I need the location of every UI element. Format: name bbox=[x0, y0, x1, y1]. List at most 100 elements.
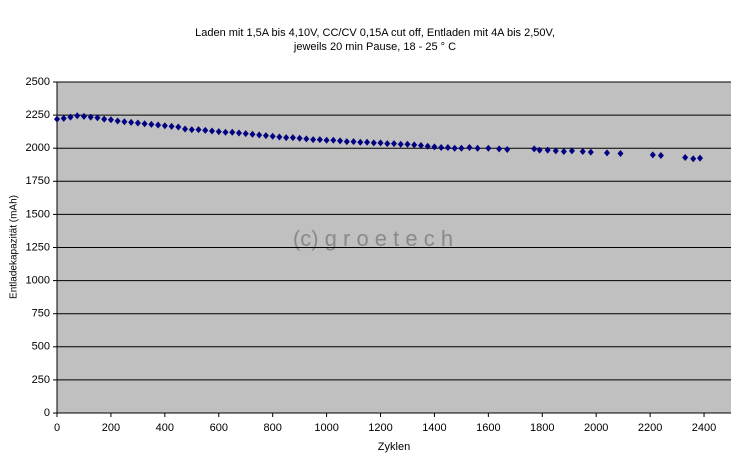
x-tick-label: 2400 bbox=[692, 422, 716, 434]
y-tick-label: 2500 bbox=[26, 76, 50, 88]
data-point bbox=[310, 136, 317, 144]
data-point bbox=[289, 134, 296, 142]
data-point bbox=[438, 144, 445, 152]
data-point bbox=[384, 140, 391, 148]
x-tick-label: 800 bbox=[264, 422, 282, 434]
data-point bbox=[276, 133, 283, 141]
data-point bbox=[215, 128, 222, 136]
data-point bbox=[485, 144, 492, 152]
data-point bbox=[544, 146, 551, 154]
y-tick-label: 1250 bbox=[26, 241, 50, 253]
data-point bbox=[60, 114, 67, 122]
watermark: (c) g r o e t e c h bbox=[293, 226, 453, 251]
data-point bbox=[107, 116, 114, 124]
data-point bbox=[209, 127, 216, 135]
x-tick-label: 1800 bbox=[530, 422, 554, 434]
data-point bbox=[617, 149, 624, 157]
data-point bbox=[229, 128, 236, 136]
x-tick-label: 2200 bbox=[638, 422, 662, 434]
x-tick-label: 200 bbox=[102, 422, 120, 434]
data-point bbox=[134, 119, 141, 127]
data-point bbox=[168, 122, 175, 130]
data-point bbox=[603, 149, 610, 157]
data-point bbox=[330, 136, 337, 144]
data-point bbox=[296, 134, 303, 142]
data-point bbox=[649, 151, 656, 159]
x-tick-label: 1000 bbox=[314, 422, 338, 434]
data-point bbox=[568, 147, 575, 155]
data-point bbox=[536, 146, 543, 154]
data-point bbox=[690, 155, 697, 163]
data-point bbox=[128, 118, 135, 126]
data-point bbox=[283, 134, 290, 142]
data-point bbox=[121, 118, 128, 126]
data-point bbox=[235, 129, 242, 137]
data-point bbox=[222, 128, 229, 136]
data-point bbox=[496, 145, 503, 153]
data-point bbox=[682, 153, 689, 161]
data-point bbox=[587, 148, 594, 156]
data-point bbox=[458, 144, 465, 152]
x-tick-label: 0 bbox=[54, 422, 60, 434]
data-point bbox=[350, 138, 357, 146]
x-tick-label: 600 bbox=[210, 422, 228, 434]
data-point bbox=[195, 126, 202, 134]
y-tick-label: 1500 bbox=[26, 208, 50, 220]
data-point bbox=[560, 148, 567, 156]
y-tick-label: 750 bbox=[32, 308, 50, 320]
x-tick-label: 1200 bbox=[368, 422, 392, 434]
data-point bbox=[67, 113, 74, 121]
data-point bbox=[256, 131, 263, 139]
data-point bbox=[182, 125, 189, 133]
data-point bbox=[188, 126, 195, 134]
data-point bbox=[552, 147, 559, 155]
data-point bbox=[504, 146, 511, 154]
y-tick-label: 0 bbox=[44, 407, 50, 419]
data-point bbox=[337, 137, 344, 145]
data-point bbox=[377, 139, 384, 147]
data-point bbox=[303, 135, 310, 143]
data-point bbox=[357, 138, 364, 146]
data-point bbox=[411, 141, 418, 149]
y-axis-label: Entladekapazität (mAh) bbox=[9, 195, 20, 299]
data-point bbox=[155, 121, 162, 129]
y-tick-label: 1000 bbox=[26, 275, 50, 287]
data-point bbox=[391, 140, 397, 148]
data-point bbox=[424, 142, 431, 150]
data-point bbox=[54, 115, 60, 123]
data-point bbox=[249, 130, 256, 138]
data-point bbox=[370, 139, 377, 147]
y-tick-label: 500 bbox=[32, 341, 50, 353]
data-point bbox=[404, 140, 411, 148]
data-point bbox=[343, 138, 350, 146]
data-point bbox=[531, 145, 538, 153]
data-point bbox=[161, 122, 168, 130]
data-point bbox=[451, 144, 458, 152]
data-point bbox=[417, 142, 424, 150]
chart-title: Laden mit 1,5A bis 4,10V, CC/CV 0,15A cu… bbox=[195, 27, 555, 39]
y-tick-label: 2000 bbox=[26, 142, 50, 154]
data-point bbox=[431, 143, 438, 151]
data-point bbox=[101, 115, 108, 123]
data-point bbox=[474, 144, 481, 152]
data-point bbox=[316, 136, 323, 144]
x-tick-label: 1600 bbox=[476, 422, 500, 434]
data-point bbox=[175, 123, 182, 131]
data-point bbox=[202, 126, 209, 134]
x-axis-label: Zyklen bbox=[378, 441, 410, 453]
data-point bbox=[114, 117, 121, 125]
data-point bbox=[696, 154, 703, 162]
data-point bbox=[397, 140, 404, 148]
data-point bbox=[74, 112, 81, 120]
data-point bbox=[579, 148, 586, 156]
y-tick-label: 1750 bbox=[26, 175, 50, 187]
data-point bbox=[87, 113, 94, 121]
data-point bbox=[466, 144, 473, 152]
x-tick-label: 2000 bbox=[584, 422, 608, 434]
data-point bbox=[444, 144, 451, 152]
data-point bbox=[242, 130, 249, 138]
x-tick-label: 400 bbox=[156, 422, 174, 434]
y-tick-label: 2250 bbox=[26, 109, 50, 121]
data-point bbox=[364, 138, 371, 146]
